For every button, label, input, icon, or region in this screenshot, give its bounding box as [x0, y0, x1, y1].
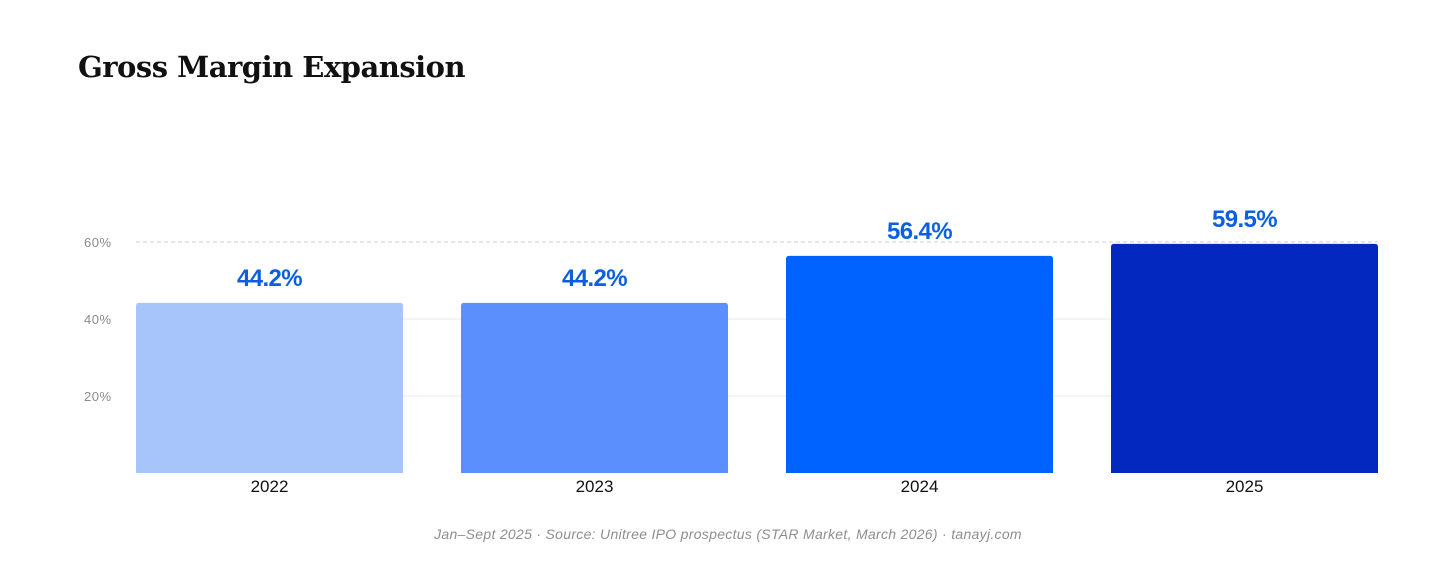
chart-title: Gross Margin Expansion [78, 50, 466, 84]
bar [1111, 243, 1378, 473]
data-label: 56.4% [887, 218, 952, 245]
bar [786, 255, 1053, 473]
y-tick-label: 40% [84, 312, 112, 327]
y-tick-label: 60% [84, 235, 112, 250]
data-label: 44.2% [237, 265, 302, 292]
data-label: 59.5% [1212, 206, 1277, 233]
x-tick-label: 2022 [251, 477, 289, 496]
bar [136, 302, 403, 473]
x-tick-label: 2025 [1226, 477, 1264, 496]
x-tick-label: 2024 [901, 477, 939, 496]
x-tick-label: 2023 [576, 477, 614, 496]
bar [461, 302, 728, 473]
source-footer: Jan–Sept 2025 · Source: Unitree IPO pros… [434, 526, 1022, 542]
data-label: 44.2% [562, 265, 627, 292]
y-tick-label: 20% [84, 389, 112, 404]
bar-chart: 20% 40% 60% 44.2% 2022 44.2% 2023 56.4% 2024 59.5… [84, 206, 1378, 496]
